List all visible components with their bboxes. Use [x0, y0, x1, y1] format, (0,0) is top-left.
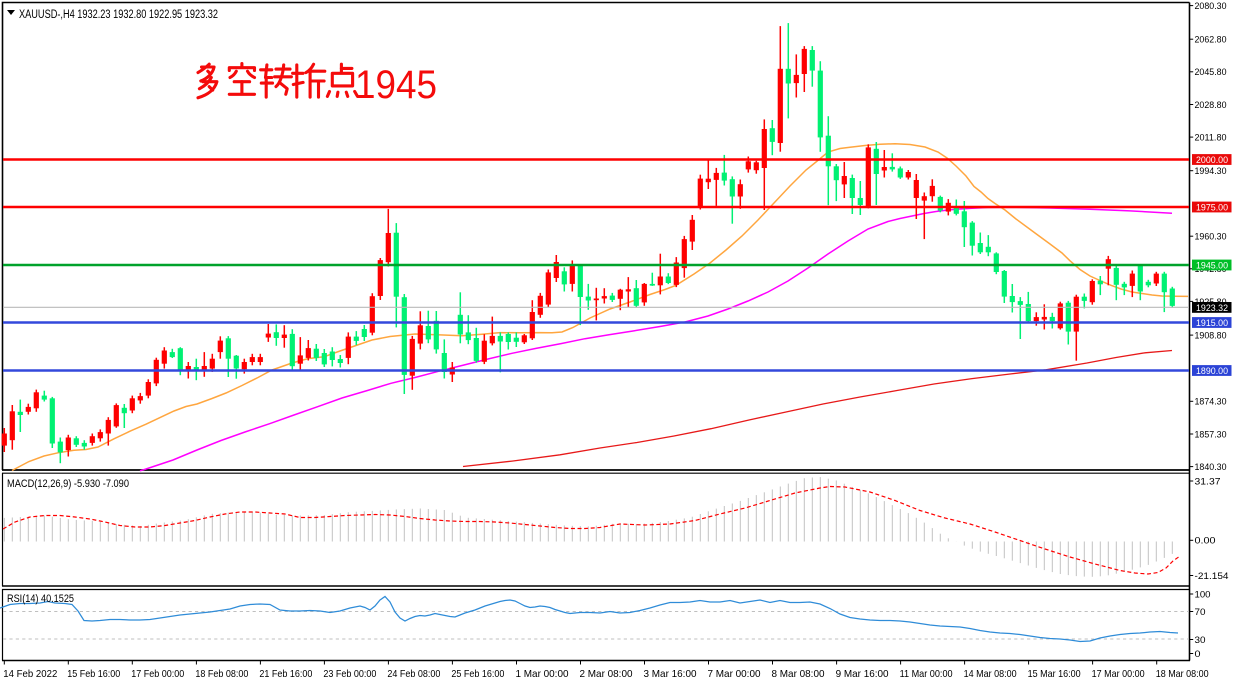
svg-text:17 Feb 00:00: 17 Feb 00:00: [131, 668, 184, 680]
svg-text:8 Mar 08:00: 8 Mar 08:00: [772, 668, 825, 680]
svg-text:1890.00: 1890.00: [1196, 366, 1228, 377]
svg-text:1 Mar 00:00: 1 Mar 00:00: [516, 668, 569, 680]
svg-text:2000.00: 2000.00: [1196, 155, 1228, 166]
svg-text:-21.154: -21.154: [1195, 571, 1229, 582]
svg-text:1915.00: 1915.00: [1196, 318, 1228, 329]
svg-text:0: 0: [1195, 649, 1201, 660]
svg-text:1994.30: 1994.30: [1195, 166, 1227, 177]
svg-text:2028.80: 2028.80: [1195, 100, 1227, 111]
svg-text:18 Feb 08:00: 18 Feb 08:00: [195, 668, 248, 680]
svg-text:24 Feb 08:00: 24 Feb 08:00: [387, 668, 440, 680]
svg-text:2045.80: 2045.80: [1195, 67, 1227, 78]
svg-text:1945.00: 1945.00: [1196, 261, 1228, 272]
svg-text:30: 30: [1195, 635, 1206, 646]
svg-text:1840.30: 1840.30: [1195, 462, 1227, 473]
svg-text:1857.30: 1857.30: [1195, 429, 1227, 440]
svg-text:MACD(12,26,9) -5.930 -7.090: MACD(12,26,9) -5.930 -7.090: [7, 478, 129, 490]
svg-text:1874.30: 1874.30: [1195, 397, 1227, 408]
svg-text:31.37: 31.37: [1195, 476, 1221, 487]
svg-text:21 Feb 16:00: 21 Feb 16:00: [259, 668, 312, 680]
svg-text:2080.30: 2080.30: [1195, 1, 1227, 12]
svg-text:XAUUSD-,H4 1932.23 1932.80 19: XAUUSD-,H4 1932.23 1932.80 1922.95 1923.…: [19, 9, 218, 21]
svg-text:17 Mar 00:00: 17 Mar 00:00: [1092, 668, 1145, 680]
svg-text:15 Mar 16:00: 15 Mar 16:00: [1028, 668, 1081, 680]
svg-text:2 Mar 08:00: 2 Mar 08:00: [580, 668, 633, 680]
svg-text:15 Feb 16:00: 15 Feb 16:00: [67, 668, 120, 680]
svg-text:7 Mar 00:00: 7 Mar 00:00: [708, 668, 761, 680]
svg-text:1960.30: 1960.30: [1195, 232, 1227, 243]
svg-text:100: 100: [1195, 589, 1211, 600]
svg-text:25 Feb 16:00: 25 Feb 16:00: [451, 668, 504, 680]
svg-text:RSI(14) 40.1525: RSI(14) 40.1525: [7, 593, 74, 605]
svg-text:0.00: 0.00: [1195, 536, 1216, 547]
svg-text:1923.32: 1923.32: [1196, 303, 1228, 314]
svg-text:70: 70: [1195, 607, 1206, 618]
svg-text:11 Mar 00:00: 11 Mar 00:00: [900, 668, 953, 680]
svg-text:14 Mar 08:00: 14 Mar 08:00: [964, 668, 1017, 680]
svg-text:2011.80: 2011.80: [1195, 133, 1227, 144]
svg-text:1945: 1945: [355, 63, 437, 107]
svg-text:1975.00: 1975.00: [1196, 203, 1228, 214]
svg-text:9 Mar 16:00: 9 Mar 16:00: [836, 668, 889, 680]
svg-text:14 Feb 2022: 14 Feb 2022: [3, 668, 57, 680]
svg-text:3 Mar 16:00: 3 Mar 16:00: [644, 668, 697, 680]
svg-text:1908.80: 1908.80: [1195, 331, 1227, 342]
svg-text:2062.80: 2062.80: [1195, 35, 1227, 46]
svg-text:23 Feb 00:00: 23 Feb 00:00: [323, 668, 376, 680]
svg-text:18 Mar 08:00: 18 Mar 08:00: [1156, 668, 1209, 680]
